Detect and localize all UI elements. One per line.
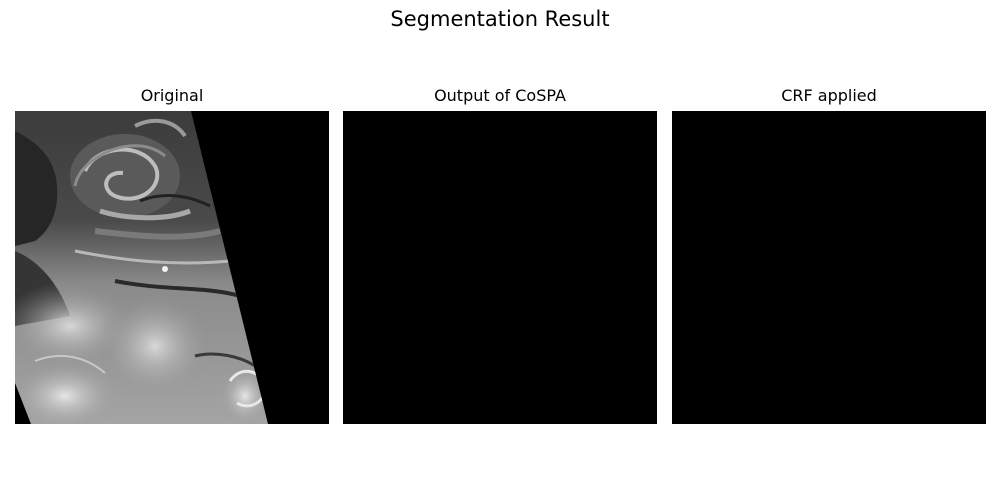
cospa-output-mask [343,111,657,424]
crf-applied-mask [672,111,986,424]
panel-title-crf-applied: CRF applied [781,86,877,105]
satellite-swath-graphic [15,111,329,424]
panel-title-original: Original [140,86,204,105]
figure-title: Segmentation Result [390,7,610,31]
panel-title-cospa-output: Output of CoSPA [434,86,566,105]
original-satellite-image [15,111,329,424]
